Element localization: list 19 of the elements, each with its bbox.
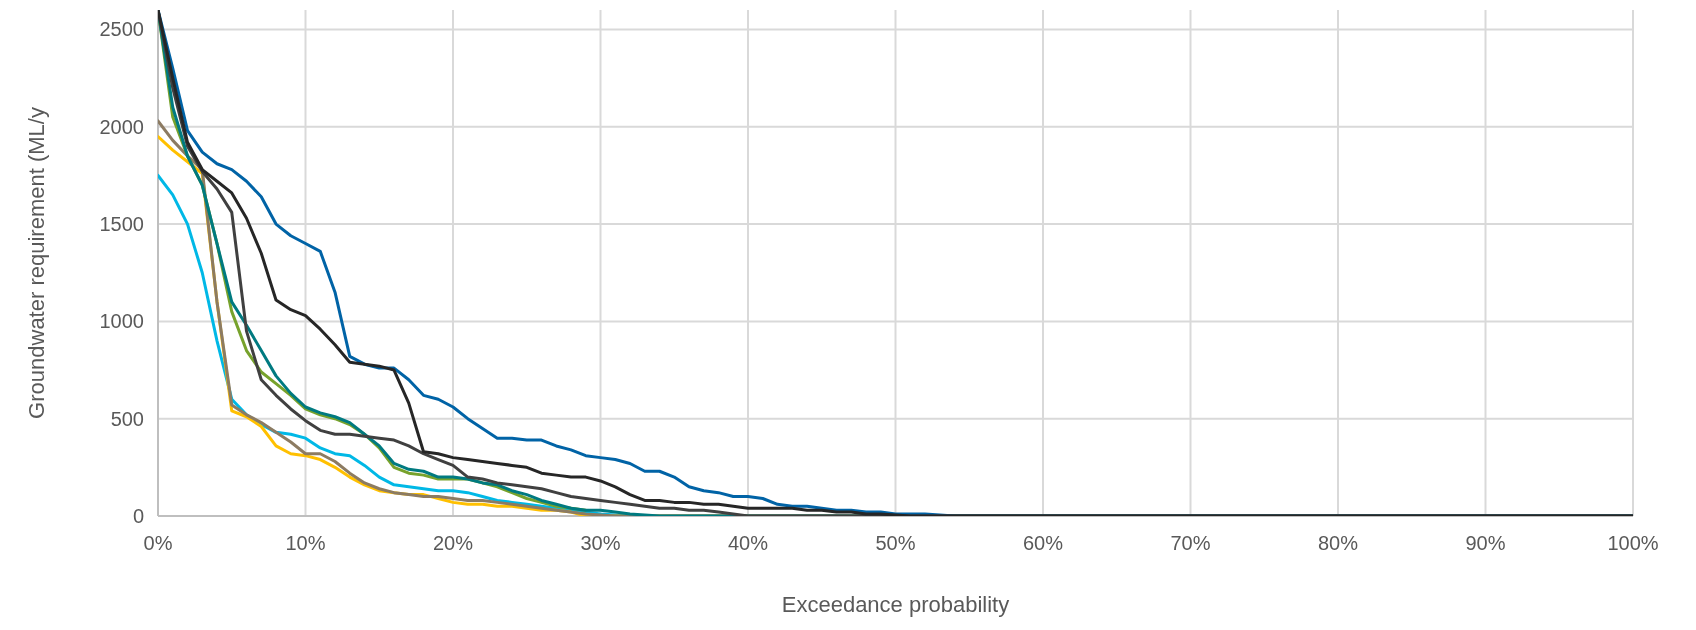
x-axis-title: Exceedance probability: [781, 592, 1010, 617]
x-tick-label: 30%: [580, 532, 621, 554]
y-tick-label: 1000: [99, 310, 144, 333]
y-tick-label: 2500: [99, 18, 144, 41]
y-tick-label: 1500: [99, 213, 144, 236]
x-tick-label: 100%: [1607, 532, 1659, 554]
x-tick-label: 10%: [285, 532, 326, 554]
x-tick-label: 90%: [1465, 532, 1506, 554]
y-tick-label: 2000: [99, 115, 144, 138]
x-tick-label: 20%: [432, 532, 474, 554]
x-tick-label: 60%: [1022, 532, 1064, 554]
x-tick-label: 80%: [1317, 532, 1359, 554]
y-tick-label: 500: [110, 407, 144, 430]
x-tick-label: 70%: [1170, 532, 1211, 554]
y-axis-title: Groundwater requirement (ML/y: [24, 107, 49, 419]
x-tick-label: 0%: [143, 532, 173, 554]
y-tick-label: 0: [132, 505, 144, 527]
x-tick-label: 50%: [875, 532, 916, 554]
x-tick-label: 40%: [727, 532, 769, 554]
